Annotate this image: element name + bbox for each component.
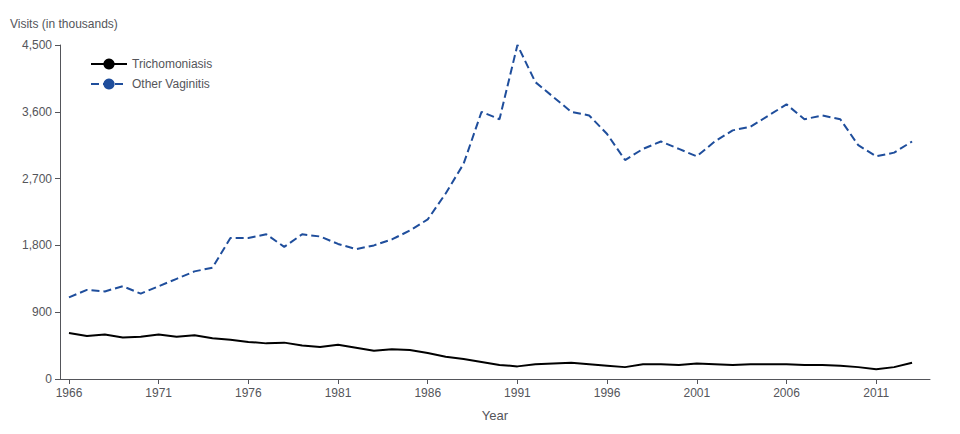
svg-text:Other Vaginitis: Other Vaginitis	[132, 77, 210, 91]
svg-text:1971: 1971	[145, 386, 172, 400]
svg-text:900: 900	[32, 305, 52, 319]
svg-text:1981: 1981	[325, 386, 352, 400]
svg-text:3,600: 3,600	[22, 105, 52, 119]
svg-text:1991: 1991	[504, 386, 531, 400]
svg-text:2001: 2001	[683, 386, 710, 400]
svg-text:2006: 2006	[773, 386, 800, 400]
svg-text:1966: 1966	[56, 386, 83, 400]
svg-text:Trichomoniasis: Trichomoniasis	[132, 57, 212, 71]
svg-text:1996: 1996	[594, 386, 621, 400]
svg-text:2011: 2011	[863, 386, 889, 400]
svg-text:4,500: 4,500	[22, 38, 52, 52]
svg-text:2,700: 2,700	[22, 172, 52, 186]
svg-text:1986: 1986	[414, 386, 441, 400]
svg-text:1,800: 1,800	[22, 238, 52, 252]
svg-text:0: 0	[45, 372, 52, 386]
svg-text:1976: 1976	[235, 386, 262, 400]
svg-text:Visits (in thousands): Visits (in thousands)	[10, 17, 118, 31]
svg-text:Year: Year	[482, 408, 509, 423]
